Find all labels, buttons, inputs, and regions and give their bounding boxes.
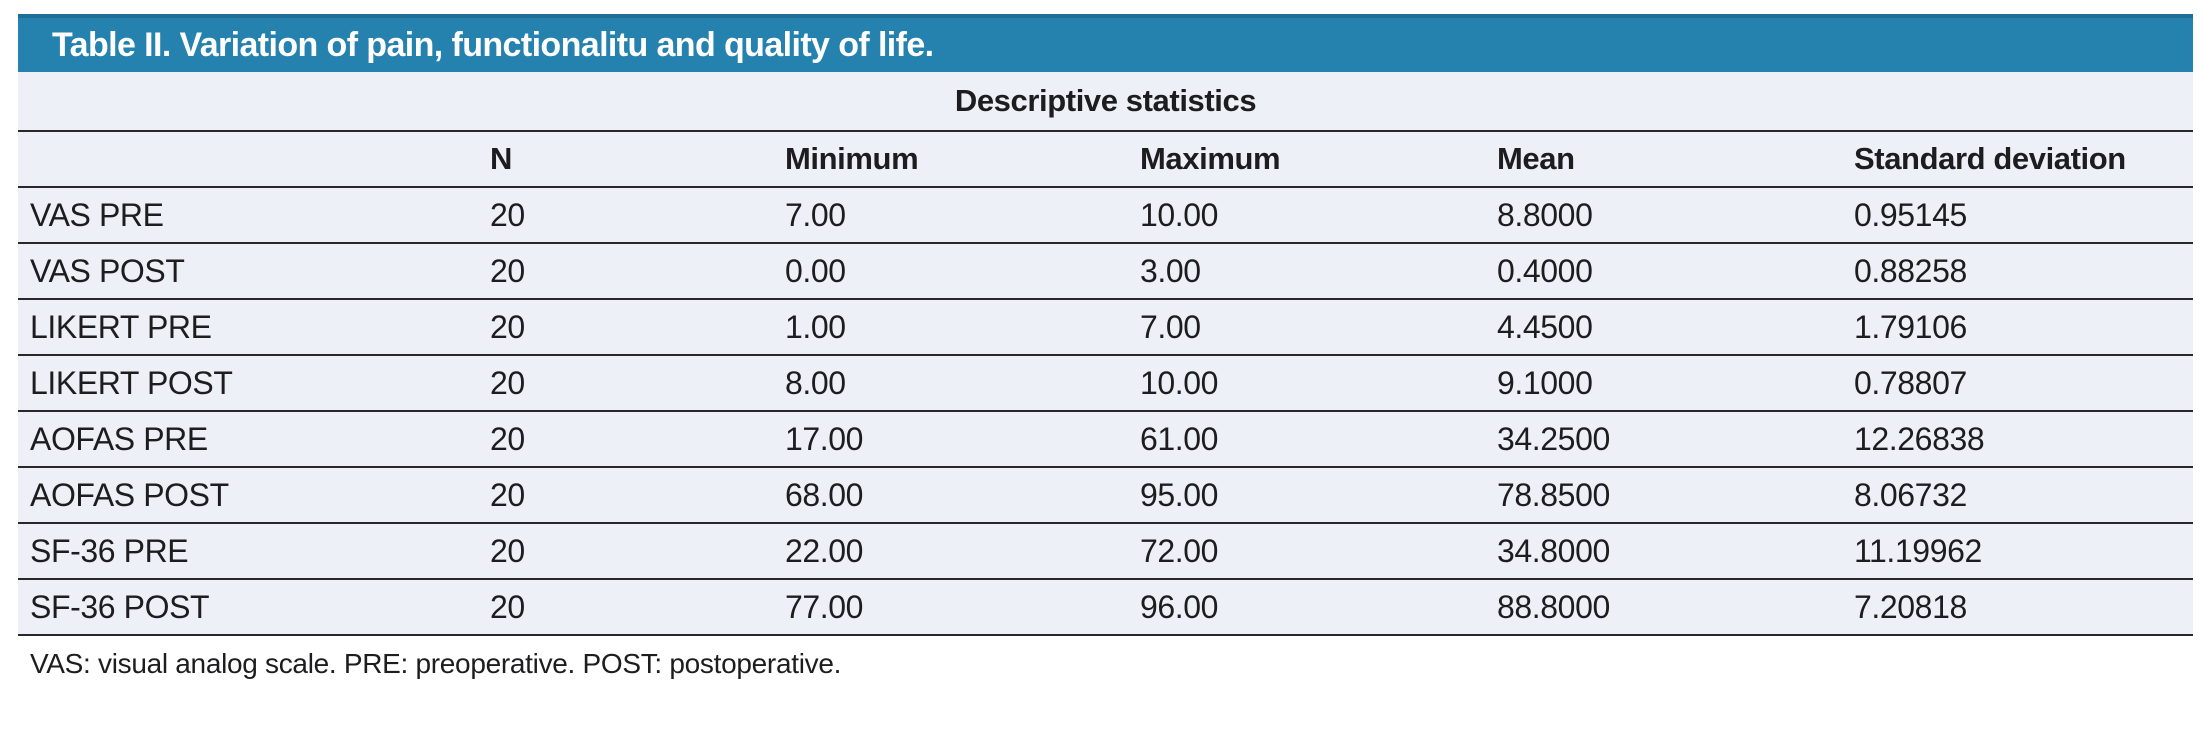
n-cell: 20 <box>490 467 785 524</box>
mean-cell: 78.8500 <box>1497 467 1854 524</box>
table-row: SF-36 POST 20 77.00 96.00 88.8000 7.20818 <box>18 579 2194 636</box>
maximum-cell: 96.00 <box>1140 579 1497 636</box>
minimum-cell: 7.00 <box>785 187 1140 244</box>
maximum-cell: 10.00 <box>1140 187 1497 244</box>
column-header-mean: Mean <box>1497 131 1854 188</box>
mean-cell: 88.8000 <box>1497 579 1854 636</box>
group-header: Descriptive statistics <box>18 72 2194 132</box>
column-header-row-label <box>18 131 490 188</box>
footnote: VAS: visual analog scale. PRE: preoperat… <box>18 648 2193 680</box>
column-header-standard-deviation: Standard deviation <box>1854 131 2194 188</box>
maximum-cell: 61.00 <box>1140 411 1497 468</box>
n-cell: 20 <box>490 243 785 300</box>
minimum-cell: 8.00 <box>785 355 1140 412</box>
n-cell: 20 <box>490 411 785 468</box>
table-row: VAS POST 20 0.00 3.00 0.4000 0.88258 <box>18 243 2194 300</box>
table-title: Table II. Variation of pain, functionali… <box>52 25 934 64</box>
column-header-minimum: Minimum <box>785 131 1140 188</box>
std-deviation-cell: 12.26838 <box>1854 411 2194 468</box>
minimum-cell: 17.00 <box>785 411 1140 468</box>
table-body: VAS PRE 20 7.00 10.00 8.8000 0.95145 VAS POST 2… <box>18 187 2194 636</box>
mean-cell: 34.2500 <box>1497 411 1854 468</box>
std-deviation-cell: 0.95145 <box>1854 187 2194 244</box>
maximum-cell: 7.00 <box>1140 299 1497 356</box>
maximum-cell: 72.00 <box>1140 523 1497 580</box>
n-cell: 20 <box>490 523 785 580</box>
mean-cell: 8.8000 <box>1497 187 1854 244</box>
table-title-bar: Table II. Variation of pain, functionali… <box>18 14 2193 72</box>
mean-cell: 4.4500 <box>1497 299 1854 356</box>
row-label-cell: AOFAS PRE <box>18 411 490 468</box>
minimum-cell: 77.00 <box>785 579 1140 636</box>
n-cell: 20 <box>490 579 785 636</box>
std-deviation-cell: 8.06732 <box>1854 467 2194 524</box>
group-header-row: Descriptive statistics <box>18 72 2194 132</box>
maximum-cell: 3.00 <box>1140 243 1497 300</box>
maximum-cell: 95.00 <box>1140 467 1497 524</box>
descriptive-statistics-table: Descriptive statistics N Minimum Maximum Me… <box>18 72 2194 636</box>
column-header-maximum: Maximum <box>1140 131 1497 188</box>
std-deviation-cell: 1.79106 <box>1854 299 2194 356</box>
minimum-cell: 22.00 <box>785 523 1140 580</box>
row-label-cell: AOFAS POST <box>18 467 490 524</box>
row-label-cell: SF-36 PRE <box>18 523 490 580</box>
mean-cell: 34.8000 <box>1497 523 1854 580</box>
std-deviation-cell: 7.20818 <box>1854 579 2194 636</box>
n-cell: 20 <box>490 187 785 244</box>
table-row: VAS PRE 20 7.00 10.00 8.8000 0.95145 <box>18 187 2194 244</box>
table-row: AOFAS PRE 20 17.00 61.00 34.2500 12.26838 <box>18 411 2194 468</box>
table-row: LIKERT POST 20 8.00 10.00 9.1000 0.78807 <box>18 355 2194 412</box>
minimum-cell: 0.00 <box>785 243 1140 300</box>
maximum-cell: 10.00 <box>1140 355 1497 412</box>
row-label-cell: LIKERT PRE <box>18 299 490 356</box>
std-deviation-cell: 0.78807 <box>1854 355 2194 412</box>
table-row: LIKERT PRE 20 1.00 7.00 4.4500 1.79106 <box>18 299 2194 356</box>
std-deviation-cell: 11.19962 <box>1854 523 2194 580</box>
minimum-cell: 68.00 <box>785 467 1140 524</box>
n-cell: 20 <box>490 355 785 412</box>
table-row: SF-36 PRE 20 22.00 72.00 34.8000 11.19962 <box>18 523 2194 580</box>
table-card: Table II. Variation of pain, functionali… <box>18 14 2194 680</box>
row-label-cell: LIKERT POST <box>18 355 490 412</box>
row-label-cell: SF-36 POST <box>18 579 490 636</box>
column-header-n: N <box>490 131 785 188</box>
mean-cell: 0.4000 <box>1497 243 1854 300</box>
n-cell: 20 <box>490 299 785 356</box>
row-label-cell: VAS PRE <box>18 187 490 244</box>
std-deviation-cell: 0.88258 <box>1854 243 2194 300</box>
minimum-cell: 1.00 <box>785 299 1140 356</box>
row-label-cell: VAS POST <box>18 243 490 300</box>
table-row: AOFAS POST 20 68.00 95.00 78.8500 8.06732 <box>18 467 2194 524</box>
column-header-row: N Minimum Maximum Mean Standard deviation <box>18 131 2194 188</box>
mean-cell: 9.1000 <box>1497 355 1854 412</box>
